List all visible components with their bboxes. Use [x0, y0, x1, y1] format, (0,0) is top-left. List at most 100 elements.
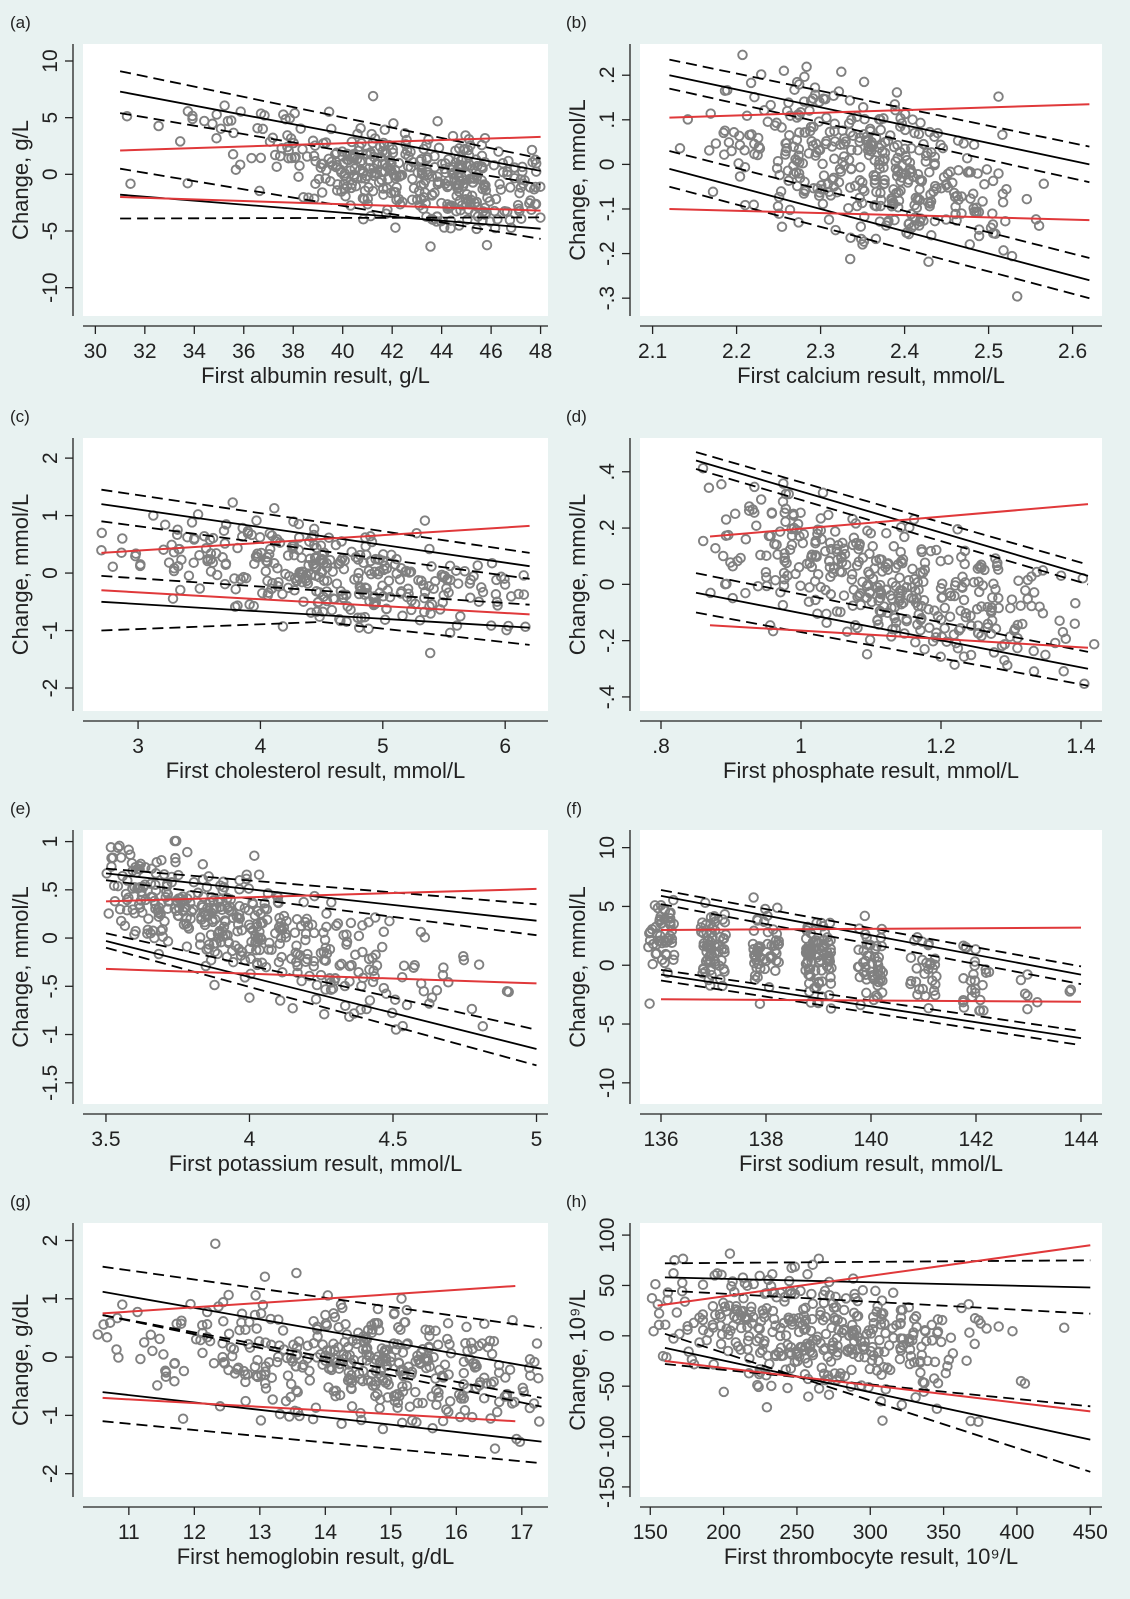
y-tick-label: 0 [39, 567, 62, 579]
data-point [755, 549, 766, 561]
data-point [426, 992, 438, 1003]
x-axis-title: First phosphate result, mmol/L [723, 758, 1019, 783]
data-point [858, 236, 870, 247]
data-point [727, 592, 738, 604]
data-point [535, 181, 546, 192]
data-point [735, 1322, 747, 1334]
data-point [345, 604, 356, 615]
data-point [854, 540, 865, 552]
data-point [926, 1319, 938, 1331]
data-point [308, 523, 320, 535]
data-point [142, 928, 153, 939]
data-point [160, 1367, 172, 1378]
data-point [978, 1005, 989, 1016]
data-point [418, 985, 430, 997]
data-point [710, 1309, 721, 1321]
data-point [1069, 618, 1081, 629]
data-point [957, 571, 968, 583]
data-point [431, 1399, 442, 1411]
data-point [817, 158, 828, 170]
data-point [827, 1298, 839, 1309]
data-point [744, 129, 755, 141]
data-point [477, 1021, 489, 1032]
panel-label: (a) [10, 13, 31, 32]
data-point [762, 926, 774, 938]
data-point [249, 910, 261, 921]
reference-line [120, 196, 541, 212]
data-point [280, 1395, 292, 1407]
confidence-band-line [102, 1314, 542, 1399]
data-point [852, 961, 864, 973]
data-point [488, 1335, 500, 1347]
data-point [956, 208, 967, 219]
data-point [982, 618, 994, 630]
data-point [392, 1402, 403, 1414]
x-tick-label: 17 [510, 1521, 533, 1544]
data-point [422, 169, 434, 181]
data-point [398, 960, 410, 971]
y-tick-label: .1 [596, 111, 619, 129]
data-point [374, 1402, 385, 1414]
data-point [729, 508, 741, 520]
data-point [472, 211, 484, 222]
reference-line [657, 1244, 1091, 1307]
y-tick-label: 1 [39, 836, 62, 848]
data-point [289, 108, 300, 119]
data-point [223, 1289, 234, 1301]
data-point [895, 1312, 907, 1323]
data-point [857, 1341, 868, 1353]
y-tick-label: -150 [596, 1466, 619, 1508]
data-point [775, 186, 787, 197]
data-point [310, 993, 322, 1005]
data-point [339, 170, 350, 182]
y-tick-label: -.2 [596, 241, 619, 266]
data-point [146, 863, 157, 875]
data-point [341, 939, 352, 950]
data-point [762, 1350, 773, 1361]
data-point [417, 1397, 428, 1409]
data-point [823, 509, 834, 521]
data-point [399, 128, 411, 139]
data-point [827, 174, 838, 185]
data-point [809, 965, 821, 976]
data-point [178, 1365, 190, 1377]
data-point [390, 222, 401, 233]
data-point [864, 586, 876, 597]
fit-line [101, 503, 530, 568]
data-point [718, 1386, 730, 1398]
data-point [1060, 633, 1072, 645]
data-point [528, 1398, 540, 1409]
data-point [802, 1269, 813, 1280]
data-point [390, 1024, 402, 1035]
data-point [289, 585, 300, 596]
data-point [306, 919, 318, 930]
data-point [308, 150, 320, 162]
data-point [292, 960, 303, 972]
data-point [479, 156, 491, 168]
data-point [708, 1359, 719, 1370]
data-point [973, 1314, 984, 1326]
data-point [181, 912, 192, 924]
data-point [704, 943, 716, 955]
data-point [244, 943, 255, 954]
data-point [409, 959, 420, 971]
data-point [114, 904, 126, 915]
data-point [369, 170, 380, 182]
data-point [531, 1338, 543, 1349]
data-point [403, 150, 414, 162]
data-point [807, 1259, 818, 1270]
data-point [975, 994, 986, 1006]
data-point [1011, 291, 1023, 302]
data-point [913, 128, 925, 140]
y-tick-label: 0 [596, 579, 619, 591]
data-point [370, 1390, 381, 1402]
data-point [261, 552, 273, 563]
data-point [919, 1325, 931, 1336]
data-point [849, 1329, 860, 1341]
data-point [785, 1363, 797, 1374]
data-point [709, 916, 721, 928]
x-tick-label: 4 [244, 1128, 256, 1151]
data-point [793, 150, 804, 161]
data-point [260, 1337, 271, 1348]
data-point [712, 1268, 723, 1279]
